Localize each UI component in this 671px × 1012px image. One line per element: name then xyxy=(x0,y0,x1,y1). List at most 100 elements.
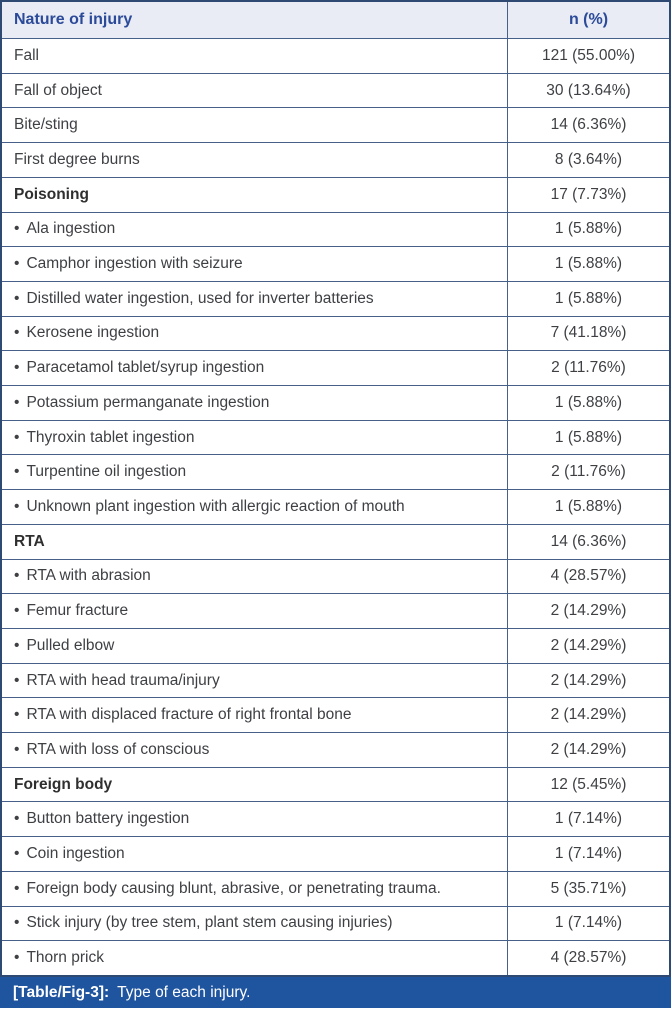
injury-label: Fall xyxy=(14,46,39,64)
injury-value-cell: 2 (14.29%) xyxy=(550,740,627,758)
injury-value-cell: 4 (28.57%) xyxy=(550,949,627,967)
injury-label: Ala ingestion xyxy=(26,220,116,238)
table-row: • Pulled elbow 2 (14.29%) xyxy=(2,628,669,664)
table-row: • RTA with head trauma/injury 2 (14.29%) xyxy=(2,663,669,699)
injury-label: Femur fracture xyxy=(26,602,129,620)
injury-label: Button battery ingestion xyxy=(26,810,190,828)
injury-label-cell: • Button battery ingestion xyxy=(2,802,508,837)
injury-label: RTA with abrasion xyxy=(26,567,151,585)
table-row: First degree burns 8 (3.64%) xyxy=(2,143,669,178)
injury-label-cell: • RTA with displaced fracture of right fr… xyxy=(2,698,508,733)
injury-value-cell: 2 (14.29%) xyxy=(550,602,627,620)
bullet-marker: • xyxy=(14,497,20,515)
injury-label: Paracetamol tablet/syrup ingestion xyxy=(26,359,265,377)
injury-label-cell: • Turpentine oil ingestion xyxy=(2,455,508,490)
bullet-marker: • xyxy=(14,463,20,481)
injury-value-cell: 121 (55.00%) xyxy=(541,46,636,64)
injury-label-cell: • Kerosene ingestion xyxy=(2,316,508,351)
injury-value-cell: 1 (5.88%) xyxy=(554,255,623,273)
injury-label-cell: Fall xyxy=(2,39,508,73)
injury-label-cell: • Paracetamol tablet/syrup ingestion xyxy=(2,351,508,386)
injury-label: Camphor ingestion with seizure xyxy=(26,255,243,273)
table-row: Bite/sting 14 (6.36%) xyxy=(2,108,669,144)
table-row: Poisoning 17 (7.73%) xyxy=(2,177,669,213)
table-row: • Thyroxin tablet ingestion 1 (5.88%) xyxy=(2,420,669,456)
injury-label: Poisoning xyxy=(14,185,89,203)
injury-value-cell: 14 (6.36%) xyxy=(550,532,627,550)
bullet-marker: • xyxy=(14,879,20,897)
injury-label-cell: • RTA with abrasion xyxy=(2,559,508,594)
injury-label: Unknown plant ingestion with allergic re… xyxy=(26,497,405,515)
column-header-nature-of-injury: Nature of injury xyxy=(2,2,508,38)
injury-label: Distilled water ingestion, used for inve… xyxy=(26,289,374,307)
injury-label-cell: • Pulled elbow xyxy=(2,628,508,663)
table-row: • Turpentine oil ingestion 2 (11.76%) xyxy=(2,455,669,491)
injury-label-cell: • RTA with head trauma/injury xyxy=(2,663,508,698)
injury-label: Coin ingestion xyxy=(26,845,125,863)
bullet-marker: • xyxy=(14,393,20,411)
injury-value-cell: 4 (28.57%) xyxy=(550,567,627,585)
table-caption: [Table/Fig-3]: Type of each injury. xyxy=(0,977,671,1008)
table-row: • Coin ingestion 1 (7.14%) xyxy=(2,837,669,872)
injury-value-cell: 2 (14.29%) xyxy=(550,671,627,689)
injury-label-cell: • Distilled water ingestion, used for inv… xyxy=(2,281,508,316)
injury-label: Kerosene ingestion xyxy=(26,324,160,342)
injury-label-cell: Fall of object xyxy=(2,73,508,108)
table-row: Fall of object 30 (13.64%) xyxy=(2,73,669,109)
injury-label-cell: Foreign body xyxy=(2,767,508,802)
bullet-marker: • xyxy=(14,289,20,307)
table-row: Foreign body 12 (5.45%) xyxy=(2,767,669,803)
injury-label: RTA with displaced fracture of right fro… xyxy=(26,706,352,724)
injury-value-cell: 1 (7.14%) xyxy=(554,845,623,863)
table-row: • Unknown plant ingestion with allergic r… xyxy=(2,490,669,525)
injury-label-cell: Poisoning xyxy=(2,177,508,212)
injury-value-cell: 2 (14.29%) xyxy=(550,706,627,724)
table-row: Fall 121 (55.00%) xyxy=(2,39,669,74)
injury-label-cell: • Ala ingestion xyxy=(2,212,508,247)
bullet-marker: • xyxy=(14,567,20,585)
bullet-marker: • xyxy=(14,740,20,758)
injury-value-cell: 1 (5.88%) xyxy=(554,497,623,515)
injury-label-cell: • Femur fracture xyxy=(2,594,508,628)
injury-label: Fall of object xyxy=(14,81,102,99)
injury-value-cell: 1 (5.88%) xyxy=(554,289,623,307)
injury-label-cell: • Thorn prick xyxy=(2,941,508,975)
injury-value-cell: 30 (13.64%) xyxy=(546,81,631,99)
injury-label: Thorn prick xyxy=(26,949,104,967)
injury-label: Bite/sting xyxy=(14,116,78,134)
bullet-marker: • xyxy=(14,914,20,932)
table-row: • Distilled water ingestion, used for inv… xyxy=(2,281,669,317)
injury-value-cell: 17 (7.73%) xyxy=(550,185,627,203)
caption-figure-label: [Table/Fig-3]: xyxy=(13,983,110,1001)
injury-label-cell: • Coin ingestion xyxy=(2,837,508,871)
bullet-marker: • xyxy=(14,359,20,377)
injury-label: Foreign body xyxy=(14,775,113,793)
injury-label-cell: • Thyroxin tablet ingestion xyxy=(2,420,508,455)
injury-value-cell: 7 (41.18%) xyxy=(550,324,627,342)
injury-label: Stick injury (by tree stem, plant stem c… xyxy=(26,914,393,932)
table-row: • Ala ingestion 1 (5.88%) xyxy=(2,212,669,248)
bullet-marker: • xyxy=(14,255,20,273)
injury-label-cell: • Stick injury (by tree stem, plant stem … xyxy=(2,906,508,941)
injury-label-cell: • Potassium permanganate ingestion xyxy=(2,386,508,420)
table-row: • Button battery ingestion 1 (7.14%) xyxy=(2,802,669,838)
table-body: Fall 121 (55.00%) Fall of object 30 (13.64%… xyxy=(2,39,669,975)
injury-label: RTA with loss of conscious xyxy=(26,740,210,758)
injury-label-cell: Bite/sting xyxy=(2,108,508,143)
injury-label-cell: • Foreign body causing blunt, abrasive, o… xyxy=(2,871,508,906)
column-header-n-percent: n (%) xyxy=(568,11,609,28)
table-row: • Stick injury (by tree stem, plant stem … xyxy=(2,906,669,942)
injury-label-cell: RTA xyxy=(2,524,508,559)
injury-label: RTA xyxy=(14,532,45,550)
bottom-margin xyxy=(0,1008,671,1012)
table-row: • RTA with abrasion 4 (28.57%) xyxy=(2,559,669,595)
table-row: • Kerosene ingestion 7 (41.18%) xyxy=(2,316,669,352)
injury-value-cell: 1 (7.14%) xyxy=(554,914,623,932)
bullet-marker: • xyxy=(14,428,20,446)
injury-value-cell: 1 (7.14%) xyxy=(554,810,623,828)
bullet-marker: • xyxy=(14,220,20,238)
injury-label: Thyroxin tablet ingestion xyxy=(26,428,195,446)
injury-label: Pulled elbow xyxy=(26,636,115,654)
injury-label: Potassium permanganate ingestion xyxy=(26,393,270,411)
injury-value-cell: 8 (3.64%) xyxy=(554,150,623,168)
